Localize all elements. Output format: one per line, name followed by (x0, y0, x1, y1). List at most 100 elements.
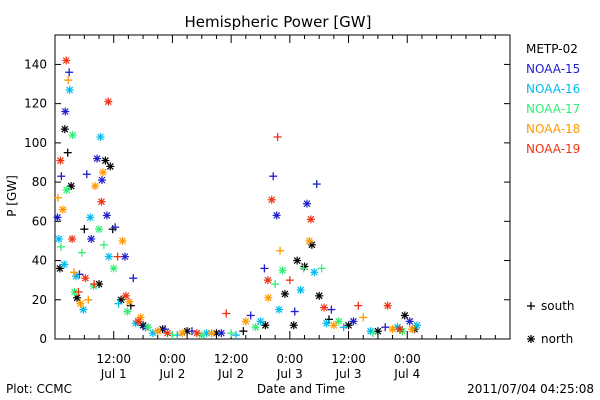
data-point-south (369, 329, 378, 338)
data-point-north (413, 321, 422, 330)
data-point-north (53, 213, 62, 222)
y-tick-label: 80 (32, 175, 47, 189)
data-point-north (81, 274, 90, 283)
data-point-north (68, 234, 77, 243)
chart-title: Hemispheric Power [GW] (185, 13, 372, 31)
data-point-north (123, 307, 132, 316)
data-point-south (129, 274, 138, 283)
data-point-south (246, 311, 255, 320)
data-point-south (53, 193, 62, 202)
data-point-south (312, 180, 321, 189)
data-point-north (62, 56, 71, 65)
data-point-north (98, 168, 107, 177)
y-tick-label: 140 (24, 57, 47, 71)
data-point-north (148, 329, 157, 338)
y-tick-label: 0 (39, 332, 47, 346)
series-metp-02 (55, 125, 419, 338)
legend-entry: NOAA-16 (526, 82, 580, 96)
data-point-north (267, 195, 276, 204)
data-point-south (276, 246, 285, 255)
data-point-south (299, 264, 308, 273)
data-point-south (63, 148, 72, 157)
data-point-south (56, 242, 65, 251)
x-axis-label: Date and Time (257, 382, 345, 396)
x-tick-date-label: Jul 1 (100, 367, 127, 381)
data-point-north (79, 305, 88, 314)
data-point-north (296, 285, 305, 294)
data-point-south (260, 264, 269, 273)
data-point-south (80, 225, 89, 234)
data-point-north (207, 329, 216, 338)
data-point-south (65, 68, 74, 77)
y-axis: 0 20 40 60 80 100 120 140 (24, 57, 510, 346)
data-point-north (61, 107, 70, 116)
x-tick-time-label: 0:00 (394, 352, 421, 366)
x-tick-time-label: 12:00 (96, 352, 131, 366)
data-point-north (54, 234, 63, 243)
data-point-north (256, 317, 265, 326)
data-point-north (349, 317, 358, 326)
series-noaa-15 (53, 68, 414, 338)
data-point-north (289, 321, 298, 330)
data-point-north (329, 321, 338, 330)
data-point-south (57, 172, 66, 181)
legend-entry: NOAA-15 (526, 62, 580, 76)
series-noaa-18 (53, 76, 417, 338)
data-point-north (125, 297, 134, 306)
x-tick-date-label: Jul 2 (158, 367, 185, 381)
x-tick-time-label: 0:00 (276, 352, 303, 366)
data-point-north (68, 131, 77, 140)
data-point-north (322, 319, 331, 328)
data-point-south (381, 323, 390, 332)
x-tick-date-label: Jul 3 (335, 367, 362, 381)
data-point-south (77, 248, 86, 257)
data-point-north (97, 197, 106, 206)
symbol-legend-label: south (541, 299, 575, 313)
data-point-north (261, 321, 270, 330)
data-point-north (388, 325, 397, 334)
data-point-north (104, 97, 113, 106)
data-point-north (109, 264, 118, 273)
data-point-south (114, 299, 123, 308)
data-point-south (64, 76, 73, 85)
data-point-north (305, 236, 314, 245)
y-tick-label: 120 (24, 97, 47, 111)
data-point-north (97, 176, 106, 185)
data-point-south (273, 132, 282, 141)
data-point-north (143, 323, 152, 332)
symbol-legend: south north (527, 299, 575, 346)
data-point-south (327, 305, 336, 314)
data-point-north (344, 321, 353, 330)
data-point-north (275, 305, 284, 314)
data-point-south (527, 302, 535, 310)
data-point-north (93, 154, 102, 163)
data-point-north (192, 329, 201, 338)
data-point-north (293, 256, 302, 265)
legend-entry: NOAA-18 (526, 122, 580, 136)
data-point-south (354, 301, 363, 310)
data-point-south (227, 329, 236, 338)
y-tick-label: 60 (32, 214, 47, 228)
y-tick-label: 100 (24, 136, 47, 150)
data-point-north (120, 252, 129, 261)
data-point-north (310, 268, 319, 277)
data-point-north (62, 185, 71, 194)
data-point-north (272, 211, 281, 220)
data-point-south (74, 287, 83, 296)
data-point-north (320, 303, 329, 312)
data-point-north (102, 211, 111, 220)
data-point-south (339, 323, 348, 332)
data-point-north (408, 325, 417, 334)
data-point-north (60, 125, 69, 134)
data-point-south (285, 276, 294, 285)
data-point-north (278, 266, 287, 275)
plot-credit: Plot: CCMC (6, 382, 72, 396)
data-point-north (95, 225, 104, 234)
data-point-north (72, 272, 81, 281)
data-point-south (99, 240, 108, 249)
x-tick-date-label: Jul 4 (393, 367, 420, 381)
plot-frame (54, 34, 511, 340)
data-point-north (395, 325, 404, 334)
data-point-south (290, 307, 299, 316)
